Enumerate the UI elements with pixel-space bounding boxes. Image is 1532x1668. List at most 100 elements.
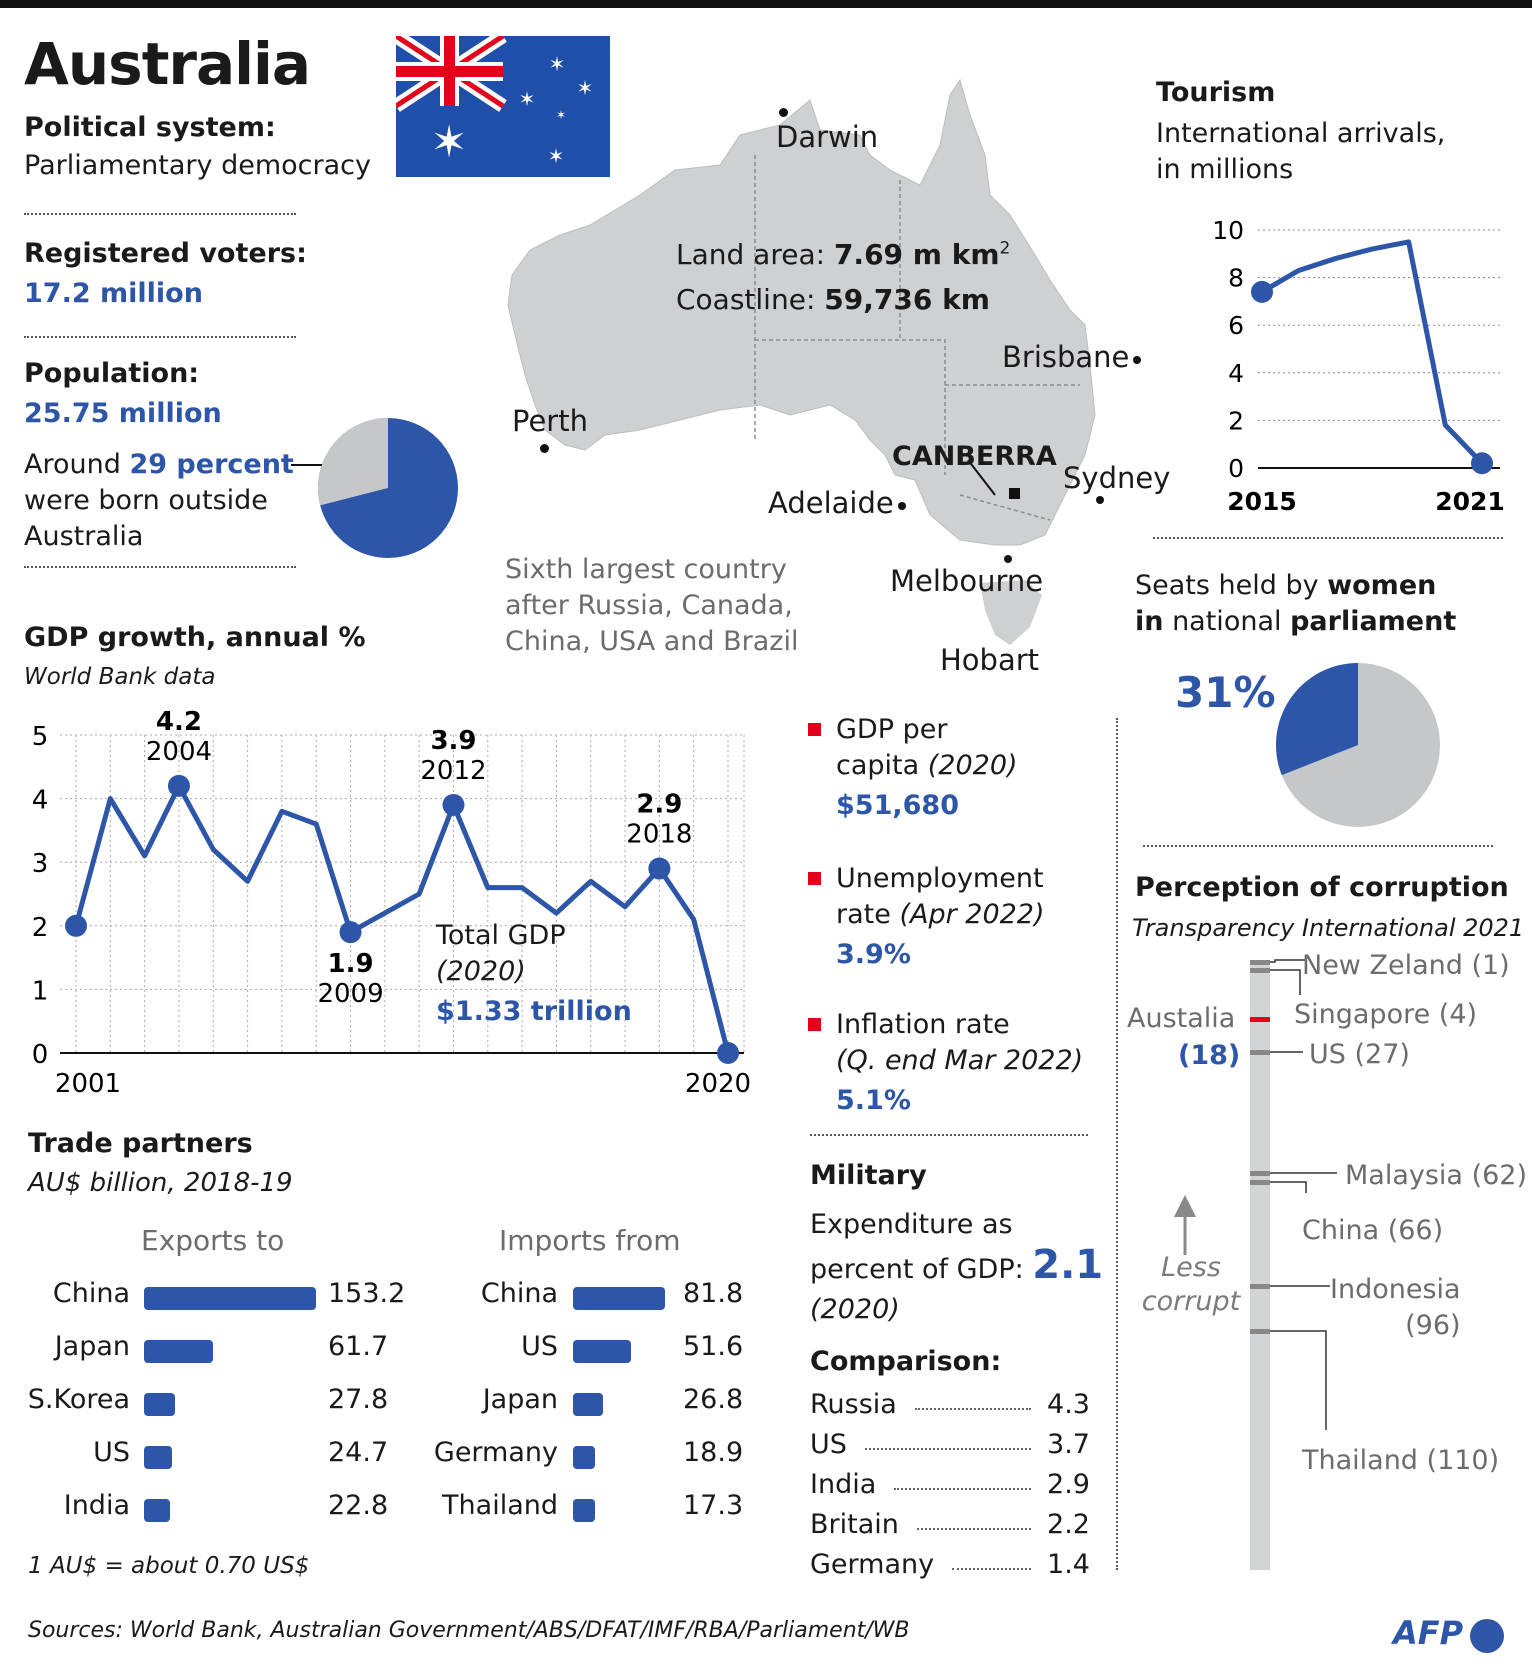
australia-map: [507, 78, 1096, 645]
gdp-ytick-label: 5: [32, 722, 49, 752]
less-corrupt-arrowhead-icon: [1174, 1195, 1196, 1217]
trade-category-label: Thailand: [442, 1490, 558, 1521]
city-hobart: Hobart: [940, 643, 1040, 677]
total-gdp-value: $1.33 trillion: [436, 996, 632, 1027]
trade-bar: [144, 1446, 172, 1469]
trade-value-label: 24.7: [328, 1437, 389, 1468]
adelaide-marker: [898, 502, 906, 510]
comparison-value: 1.4: [1047, 1549, 1090, 1580]
rank-bar: [1250, 960, 1270, 1570]
tourism-ytick-label: 4: [1228, 359, 1244, 388]
gdp-point: [167, 774, 190, 797]
divider: [24, 213, 296, 215]
rank-tick: [1250, 1171, 1270, 1176]
label-us: US (27): [1309, 1039, 1410, 1070]
rank-tick: [1250, 960, 1270, 965]
comparison-value: 2.2: [1047, 1509, 1090, 1540]
australia-flag-icon: ✶ ✶ ✶ ✶ ✶ ✶: [396, 36, 610, 177]
comparison-row: Britain 2.2: [810, 1504, 1090, 1540]
trade-value-label: 18.9: [683, 1437, 744, 1468]
gdp-source: World Bank data: [24, 664, 216, 690]
rank-tick: [1250, 1017, 1270, 1022]
trade-bar: [573, 1393, 604, 1416]
gdp-annotation-value: 3.9: [430, 726, 476, 756]
tourism-ytick-label: 6: [1228, 311, 1244, 340]
registered-voters-label: Registered voters:: [24, 238, 307, 269]
comparison-value: 3.7: [1047, 1429, 1090, 1460]
gdp-ytick-label: 0: [32, 1040, 49, 1070]
trade-bar: [573, 1340, 631, 1363]
gdp-title: GDP growth, annual %: [24, 622, 366, 653]
trade-value-label: 61.7: [328, 1331, 389, 1362]
svg-text:✶: ✶: [556, 108, 566, 122]
pie-slice-born-outside: [318, 418, 388, 506]
currency-note: 1 AU$ = about 0.70 US$: [28, 1553, 310, 1579]
trade-category-label: Japan: [54, 1331, 130, 1362]
gdp-xtick-label: 2020: [685, 1069, 751, 1099]
column-divider: [1116, 718, 1118, 1570]
corruption-title: Perception of corruption: [1135, 872, 1509, 903]
trade-bar: [144, 1393, 176, 1416]
gdp-ytick-label: 1: [32, 976, 49, 1006]
darwin-marker: [779, 108, 788, 117]
trade-title: Trade partners: [28, 1128, 253, 1159]
gdp-per-capita-value: $51,680: [836, 790, 959, 821]
tourism-chart: 10 8 6 4 2 0 2015 2021: [1212, 216, 1505, 516]
gdp-point: [648, 857, 671, 880]
trade-value-label: 153.2: [328, 1278, 406, 1309]
gdp-ytick-label: 2: [32, 913, 49, 943]
comparison-country: Russia: [810, 1389, 897, 1420]
comparison-row: Russia 4.3: [810, 1384, 1090, 1420]
tourism-point: [1251, 280, 1273, 303]
svg-text:✶: ✶: [548, 144, 565, 168]
trade-bar: [144, 1499, 170, 1522]
bullet-square: [808, 723, 821, 736]
imports-bar-chart: China 81.8 US 51.6 Japan 26.8 Germany 18.9 Thail…: [400, 1278, 760, 1548]
corruption-rank-chart: [1174, 959, 1337, 1570]
label-malaysia: Malaysia (62): [1345, 1160, 1527, 1191]
city-darwin: Darwin: [776, 120, 879, 154]
rank-leader-lines: [1270, 959, 1337, 1430]
city-brisbane: Brisbane: [1002, 340, 1130, 374]
corruption-source: Transparency International 2021: [1132, 914, 1525, 942]
gdp-point: [339, 921, 362, 944]
tourism-xtick-label: 2015: [1227, 487, 1297, 516]
comparison-leader: [894, 1488, 1032, 1490]
tourism-ytick-label: 8: [1228, 264, 1244, 293]
sixth-largest-note: Sixth largest country after Russia, Canad…: [505, 554, 799, 657]
trade-category-label: Germany: [433, 1437, 558, 1468]
inflation-rate: Inflation rate (Q. end Mar 2022): [836, 1009, 1084, 1076]
comparison-leader: [864, 1448, 1032, 1450]
gdp-annotation-value: 1.9: [327, 949, 373, 979]
born-outside-note: Around 29 percent were born outside Aust…: [24, 449, 294, 552]
rank-tick: [1250, 968, 1270, 973]
tourism-xtick-label: 2021: [1435, 487, 1505, 516]
city-melbourne: Melbourne: [890, 564, 1044, 598]
rank-tick: [1250, 1180, 1270, 1185]
rank-tick: [1250, 1329, 1270, 1334]
comparison-country: US: [810, 1429, 847, 1460]
gdp-ytick-label: 4: [32, 786, 49, 816]
trade-category-label: China: [480, 1278, 558, 1309]
comparison-row: India 2.9: [810, 1464, 1090, 1500]
gdp-annotation-value: 4.2: [156, 707, 202, 737]
pie-group: [318, 418, 458, 558]
comparison-leader: [916, 1528, 1032, 1530]
comparison-leader: [952, 1568, 1032, 1570]
rank-tick: [1250, 1284, 1270, 1289]
svg-text:✶: ✶: [519, 87, 536, 111]
gdp-annotation-year: 2004: [146, 737, 212, 767]
gdp-ytick-label: 3: [32, 849, 49, 879]
population-pie-chart: [291, 418, 458, 558]
political-system-value: Parliamentary democracy: [24, 150, 371, 181]
comparison-title: Comparison:: [810, 1346, 1002, 1377]
trade-category-label: S.Korea: [27, 1384, 130, 1415]
tourism-subtitle: International arrivals, in millions: [1156, 118, 1446, 185]
pie-slice-women: [1276, 663, 1358, 776]
gdp-per-capita: GDP per capita (2020): [836, 714, 1018, 781]
page-title: Australia: [24, 30, 311, 98]
population-value: 25.75 million: [24, 398, 222, 429]
trade-value-label: 17.3: [683, 1490, 744, 1521]
city-sydney: Sydney: [1063, 461, 1171, 495]
svg-text:✶: ✶: [577, 76, 594, 100]
